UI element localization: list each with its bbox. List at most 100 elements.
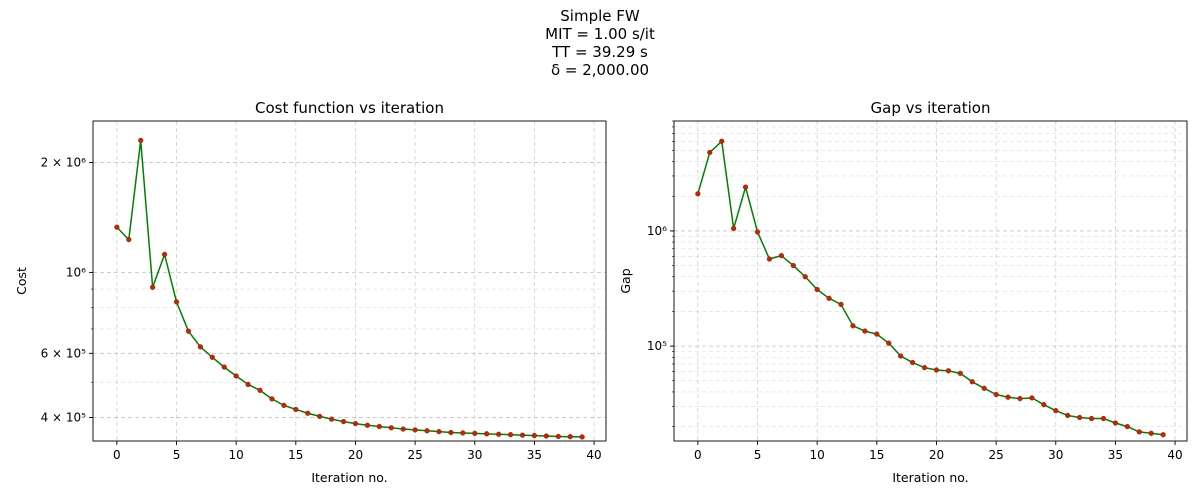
gap-x-axis-label: Iteration no. [892, 470, 968, 485]
cost-x-tick-label: 20 [348, 448, 363, 462]
cost-chart: 0 5 10 15 20 25 30 35 40 4 × 10⁵ 6 × 10⁵ 10⁶ 2 × 10⁶… [14, 99, 607, 485]
cost-data-point [209, 354, 215, 360]
gap-data-point [1136, 429, 1142, 435]
cost-data-point [424, 428, 430, 434]
gap-y-tick-label: 10⁵ [647, 339, 667, 353]
cost-x-tick-label: 25 [407, 448, 422, 462]
gap-data-point [1005, 394, 1011, 400]
cost-data-point [233, 373, 239, 379]
gap-data-point [1065, 412, 1071, 419]
gap-data-point [993, 391, 999, 398]
cost-series-line [116, 139, 583, 438]
gap-data-point [1100, 415, 1107, 422]
cost-data-point [472, 430, 478, 436]
cost-x-tick-label: 0 [113, 448, 121, 462]
cost-y-tick-label: 2 × 10⁶ [41, 156, 87, 170]
cost-data-point [185, 328, 192, 334]
gap-x-tick-label: 0 [694, 448, 702, 462]
gap-data-point [838, 301, 844, 308]
cost-x-tick-label: 15 [288, 448, 303, 462]
gap-data-point [1077, 414, 1083, 421]
cost-x-tick-label: 30 [467, 448, 482, 462]
cost-data-point [376, 423, 382, 430]
gap-data-point [1124, 424, 1130, 430]
gap-x-tick-label: 10 [810, 448, 825, 462]
gap-data-point [850, 323, 856, 329]
gap-data-point [731, 225, 737, 232]
cost-y-axis-label: Cost [14, 267, 29, 295]
figure-suptitle-line-3: TT = 39.29 s [552, 43, 648, 61]
gap-x-tick-label: 5 [754, 448, 762, 462]
gap-x-tick-label: 15 [869, 448, 884, 462]
cost-data-point [317, 413, 323, 419]
cost-data-point [412, 427, 418, 433]
cost-data-point [496, 431, 502, 437]
cost-x-tick-label: 5 [173, 448, 181, 462]
gap-y-axis-label: Gap [618, 268, 633, 293]
gap-data-point [754, 229, 761, 235]
cost-data-point [150, 284, 156, 290]
gap-data-point [886, 340, 892, 346]
gap-x-tick-label: 25 [988, 448, 1003, 462]
cost-x-tick-label: 35 [527, 448, 542, 462]
gap-x-tick-label: 20 [929, 448, 944, 462]
cost-data-point [197, 344, 203, 350]
cost-data-point [305, 410, 311, 416]
gap-data-point [719, 138, 725, 144]
figure-suptitle-line-2: MIT = 1.00 s/it [545, 25, 655, 43]
cost-data-point [519, 432, 526, 438]
cost-data-point [245, 381, 251, 388]
cost-y-tick-label: 6 × 10⁵ [41, 346, 87, 360]
figure-suptitle-line-1: Simple FW [560, 7, 640, 25]
gap-data-point [1029, 395, 1035, 401]
gap-data-point [945, 368, 951, 374]
cost-x-tick-label: 40 [586, 448, 601, 462]
gap-data-point [957, 370, 963, 376]
gap-series-line [697, 140, 1164, 436]
gap-data-point [1148, 430, 1154, 436]
gap-data-point [969, 379, 975, 385]
cost-data-point [329, 416, 335, 422]
cost-data-point [173, 299, 180, 305]
gap-data-point [1160, 432, 1166, 438]
gap-data-point [1088, 415, 1095, 422]
gap-chart-title: Gap vs iteration [871, 99, 991, 117]
cost-data-point [114, 224, 120, 230]
gap-data-point [695, 191, 701, 197]
gap-axes-frame [673, 120, 1188, 442]
cost-data-point [161, 251, 168, 258]
cost-data-point [281, 402, 287, 408]
cost-data-point [221, 364, 227, 370]
cost-data-point [126, 236, 132, 243]
cost-data-point [352, 421, 359, 427]
cost-axes-frame [92, 120, 607, 442]
cost-data-point [388, 425, 394, 431]
cost-data-point [507, 432, 514, 438]
gap-x-tick-label: 35 [1108, 448, 1123, 462]
cost-chart-title: Cost function vs iteration [255, 99, 444, 117]
gap-data-point [778, 253, 784, 259]
gap-data-point [790, 262, 796, 269]
gap-data-point [742, 184, 749, 190]
cost-data-point [579, 434, 585, 440]
cost-x-axis-label: Iteration no. [311, 470, 387, 485]
cost-data-point [340, 418, 347, 425]
gap-data-point [814, 286, 820, 293]
cost-data-point [257, 387, 263, 393]
cost-data-point [555, 433, 561, 440]
gap-data-point [1053, 408, 1059, 414]
figure-suptitle-line-4: δ = 2,000.00 [550, 61, 650, 79]
cost-data-point [567, 434, 573, 440]
gap-data-point [898, 353, 904, 359]
gap-data-point [862, 328, 868, 334]
gap-data-point [1112, 420, 1119, 426]
cost-y-tick-label: 4 × 10⁵ [41, 411, 87, 425]
cost-data-point [448, 429, 454, 436]
gap-data-point [766, 256, 773, 262]
gap-data-point [802, 274, 808, 280]
cost-data-point [400, 426, 406, 432]
gap-data-point [1041, 402, 1047, 408]
cost-data-point [460, 430, 466, 436]
cost-data-point [293, 406, 299, 413]
